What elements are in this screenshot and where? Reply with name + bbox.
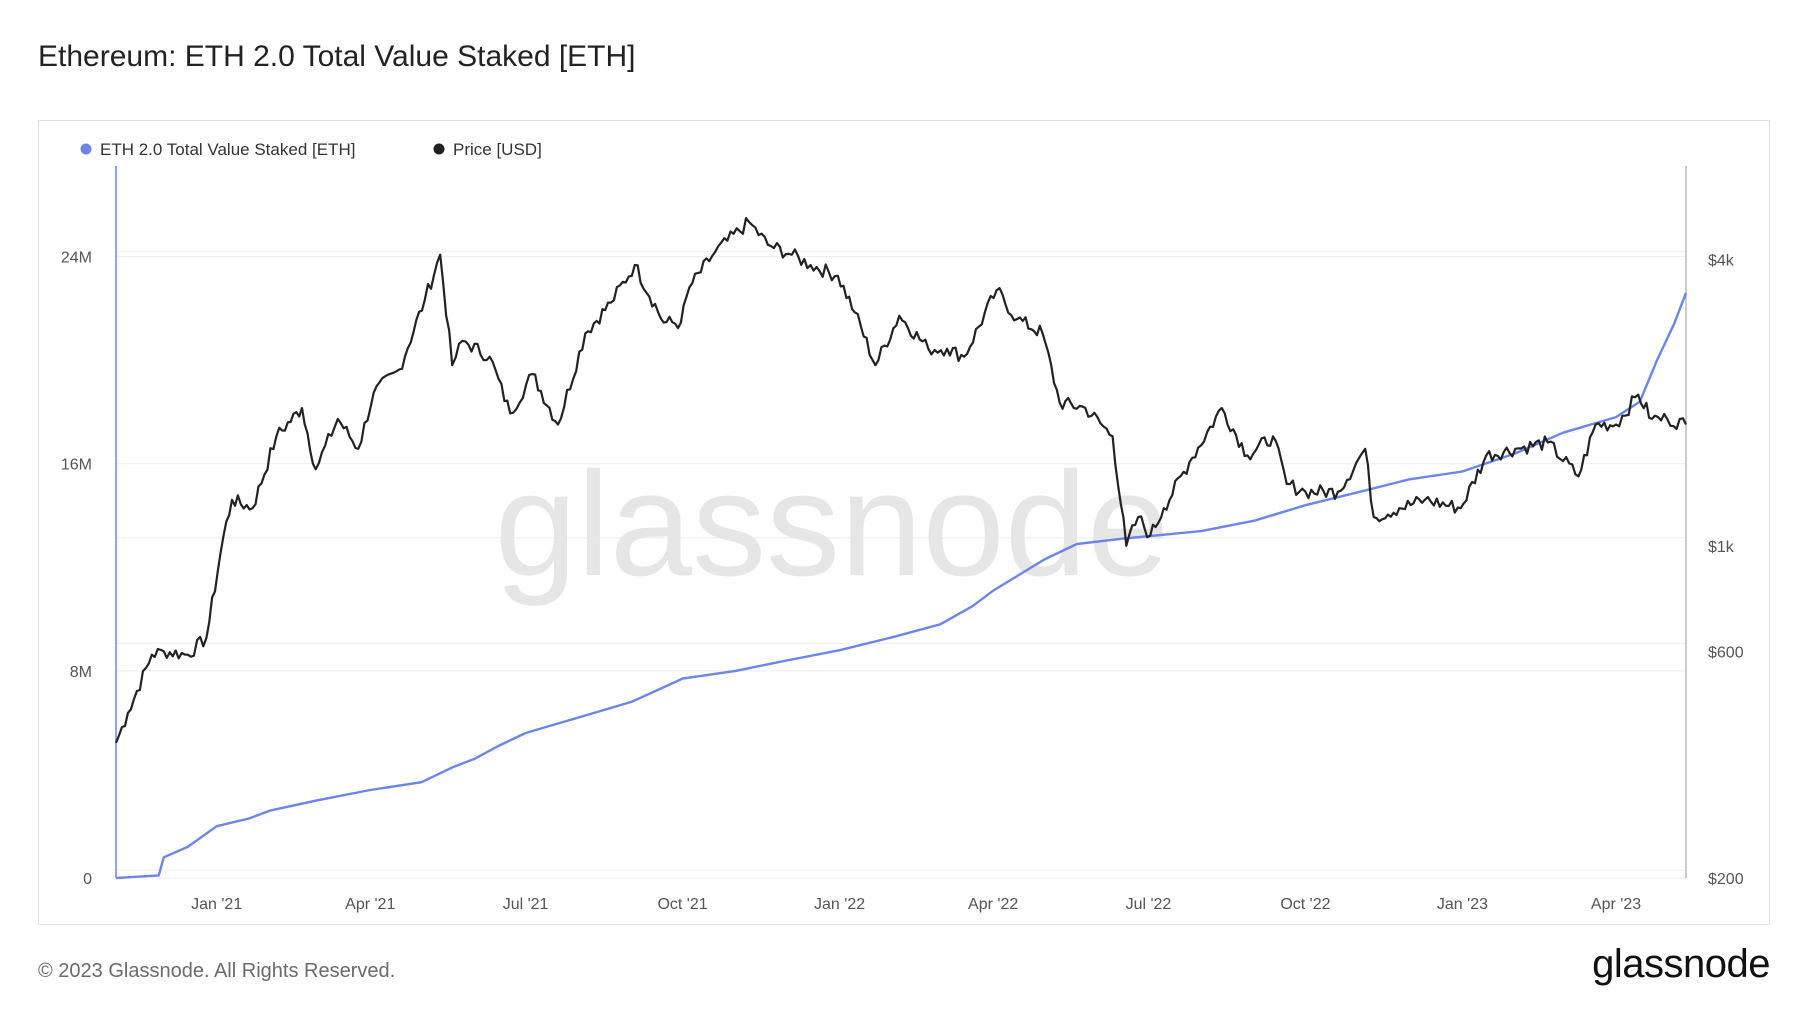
legend-marker [80,143,92,155]
copyright-text: © 2023 Glassnode. All Rights Reserved. [38,960,396,982]
legend: ETH 2.0 Total Value Staked [ETH] Price [U… [80,140,542,159]
y-right-tick-label: $1k [1708,539,1735,556]
glassnode-logo: glassnode [1592,942,1770,986]
series-layer [114,217,1688,880]
y-left-tick-label: 24M [61,250,92,267]
x-tick-label: Apr '21 [345,896,395,913]
x-tick-label: Jan '23 [1437,896,1488,913]
x-tick-label: Oct '21 [657,896,707,913]
x-tick-label: Jan '22 [814,896,865,913]
y-left-tick-label: 16M [61,457,92,474]
legend-label: ETH 2.0 Total Value Staked [ETH] [100,140,355,159]
x-tick-label: Jul '22 [1126,896,1172,913]
x-tick-label: Oct '22 [1280,896,1330,913]
axis-layer: 0 8M 16M 24M $200 $600 $1k $4k Jan '21 Apr '21 Jul… [61,250,1744,913]
x-tick-label: Jul '21 [503,896,549,913]
y-right-tick-label: $4k [1708,253,1735,270]
y-right-tick-label: $200 [1708,871,1744,888]
y-right-tick-label: $600 [1708,644,1744,661]
price-series-line [114,217,1687,744]
page-title: Ethereum: ETH 2.0 Total Value Staked [ET… [38,40,636,73]
x-tick-label: Jan '21 [191,896,242,913]
watermark: glassnode [495,442,1170,607]
grid-layer [116,251,1686,879]
legend-marker [433,143,445,155]
x-tick-label: Apr '22 [968,896,1018,913]
y-left-tick-label: 0 [83,871,92,888]
y-left-tick-label: 8M [70,664,92,681]
chart-frame [38,120,1770,925]
staked-series-line [115,292,1688,880]
x-tick-label: Apr '23 [1591,896,1641,913]
legend-label: Price [USD] [453,140,542,159]
